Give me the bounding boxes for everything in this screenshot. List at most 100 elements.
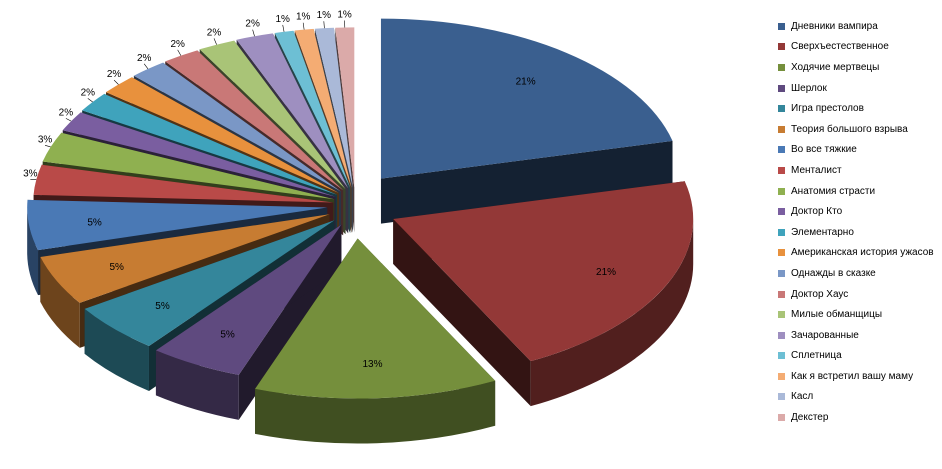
legend-item: Зачарованные [778, 325, 938, 346]
legend-swatch [778, 43, 785, 51]
legend-item: Сплетница [778, 346, 938, 367]
data-label-9: 2% [59, 107, 74, 118]
legend-swatch [778, 187, 785, 195]
legend-label: Касл [791, 391, 814, 403]
legend-label: Декстер [791, 412, 829, 424]
slice-wall-1 [530, 218, 694, 407]
legend-item: Милые обманщицы [778, 304, 938, 325]
slice-1 [393, 181, 694, 362]
label-leader-13 [177, 49, 182, 56]
label-leader-15 [252, 29, 255, 37]
legend-item: Доктор Кто [778, 201, 938, 222]
slice-10 [82, 93, 338, 195]
data-label-2: 13% [362, 359, 382, 370]
slice-14 [199, 40, 346, 190]
legend-label: Милые обманщицы [791, 309, 883, 321]
slice-wall-2 [255, 380, 496, 444]
legend-label: Американская история ужасов [791, 247, 934, 259]
legend-label: Элементарно [791, 226, 854, 238]
data-label-11: 2% [107, 69, 122, 80]
slice-tops [27, 18, 694, 399]
legend-item: Элементарно [778, 222, 938, 243]
legend-item: Как я встретил вашу маму [778, 366, 938, 387]
legend-swatch [778, 290, 785, 298]
data-label-0: 21% [516, 76, 536, 87]
legend-label: Зачарованные [791, 329, 859, 341]
legend-swatch [778, 311, 785, 319]
legend-item: Менталист [778, 160, 938, 181]
legend-item: Касл [778, 387, 938, 408]
legend-item: Американская история ужасов [778, 243, 938, 264]
data-label-17: 1% [296, 12, 311, 23]
legend-swatch [778, 352, 785, 360]
legend-label: Шерлок [791, 82, 827, 94]
legend-item: Сверхъестественное [778, 37, 938, 58]
legend-item: Однажды в сказке [778, 263, 938, 284]
slice-11 [105, 77, 339, 194]
data-label-12: 2% [137, 53, 152, 64]
data-label-8: 3% [38, 134, 53, 145]
slice-15 [236, 33, 349, 189]
legend-swatch [778, 84, 785, 92]
legend-swatch [778, 105, 785, 113]
label-leader-8 [44, 145, 51, 148]
label-leader-9 [65, 118, 72, 122]
slice-5 [40, 214, 330, 303]
legend-item: Игра престолов [778, 98, 938, 119]
slice-side-1-1 [393, 218, 531, 407]
slice-16 [274, 30, 351, 188]
legend-item: Шерлок [778, 78, 938, 99]
legend-item: Ходячие мертвецы [778, 57, 938, 78]
legend-item: Дневники вампира [778, 16, 938, 37]
legend-swatch [778, 63, 785, 71]
slice-17 [294, 28, 352, 188]
legend-swatch [778, 393, 785, 401]
data-label-1: 21% [596, 267, 616, 278]
slice-18 [314, 27, 353, 188]
legend-item: Доктор Хаус [778, 284, 938, 305]
legend-item: Анатомия страсти [778, 181, 938, 202]
legend-item: Теория большого взрыва [778, 119, 938, 140]
data-label-7: 3% [23, 169, 38, 180]
legend-swatch [778, 22, 785, 30]
slice-8 [42, 132, 335, 200]
data-label-18: 1% [317, 10, 332, 21]
legend-label: Сверхъестественное [791, 41, 889, 53]
legend-swatch [778, 166, 785, 174]
legend-item: Декстер [778, 407, 938, 428]
data-label-14: 2% [207, 27, 222, 38]
legend-label: Ходячие мертвецы [791, 61, 880, 73]
legend-label: Доктор Кто [791, 206, 843, 218]
legend-swatch [778, 125, 785, 133]
legend-label: Анатомия страсти [791, 185, 876, 197]
data-label-16: 1% [276, 14, 291, 25]
legend-item: Во все тяжкие [778, 140, 938, 161]
legend-swatch [778, 414, 785, 422]
data-label-6: 5% [87, 217, 102, 228]
slice-9 [62, 112, 336, 197]
data-labels: 21% 21% 13% 5% 5% 5% 5% 3% 3% 2% 2% 2% 2% 2% 2% 2% 1% 1% 1… [23, 9, 616, 370]
legend-label: Менталист [791, 164, 842, 176]
legend-swatch [778, 269, 785, 277]
slice-3 [155, 224, 342, 375]
legend-label: Игра престолов [791, 103, 864, 115]
slice-wall-3 [155, 350, 239, 420]
slice-12 [133, 62, 341, 192]
chart-legend: Дневники вампира Сверхъестественное Ходячи… [778, 16, 938, 428]
legend-label: Однажды в сказке [791, 267, 876, 279]
slice-side-0-1 [380, 140, 673, 224]
data-label-5: 5% [109, 262, 124, 273]
legend-label: Как я встретил вашу маму [791, 370, 914, 382]
slice-wall-6 [27, 207, 39, 296]
legend-label: Сплетница [791, 350, 842, 362]
label-leader-14 [213, 38, 217, 45]
slice-wall-4 [84, 308, 149, 391]
label-leader-10 [87, 98, 93, 103]
label-leader-11 [113, 79, 119, 85]
data-label-13: 2% [170, 39, 185, 50]
slice-2 [255, 238, 496, 399]
slice-wall-5 [40, 256, 80, 348]
slice-7 [33, 164, 334, 203]
legend-swatch [778, 208, 785, 216]
